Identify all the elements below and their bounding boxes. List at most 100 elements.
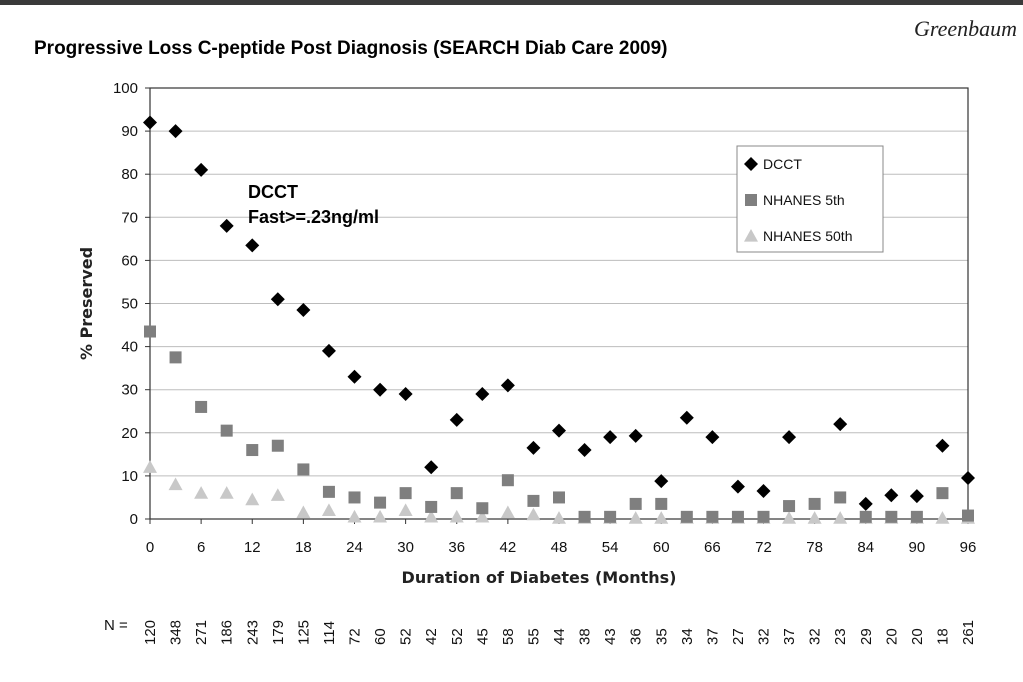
data-point [398,503,413,516]
data-point [500,378,515,393]
data-point [655,497,668,510]
y-tick-label: 20 [121,425,138,442]
x-tick-label: 78 [806,539,823,556]
n-value: 243 [244,620,261,645]
n-value: 52 [398,628,415,645]
n-value: 38 [577,628,594,645]
data-point [552,511,566,524]
legend-label: NHANES 50th [763,228,852,244]
slide-title: Progressive Loss C-peptide Post Diagnosi… [34,38,668,59]
x-tick-label: 54 [602,539,619,556]
y-tick-label: 90 [121,123,138,140]
n-value: 35 [653,628,670,645]
data-point [424,460,439,475]
data-point [526,440,541,455]
data-point [705,430,720,445]
data-point [909,489,924,504]
x-tick-label: 30 [397,539,414,556]
data-point [476,502,489,515]
n-value: 32 [756,628,773,645]
n-value: 52 [449,628,466,645]
data-point [321,343,336,358]
x-axis-ticks: 0 6 12 18 24 30 36 42 48 54 60 66 72 78 84 90 96 [146,519,977,556]
n-value: 43 [602,628,619,645]
annotation-line-2: Fast>=.23ng/ml [248,207,379,227]
data-point [962,509,974,522]
data-point [245,492,260,506]
data-point [143,115,157,130]
legend-marker [744,157,758,171]
data-point [833,417,848,432]
y-tick-label: 10 [121,468,138,485]
y-tick-label: 0 [130,511,138,528]
x-tick-label: 96 [960,539,977,556]
data-point [271,439,284,452]
data-point [961,471,975,486]
data-point [782,430,797,445]
data-point [245,238,260,253]
y-tick-label: 100 [113,80,138,97]
data-point [578,510,591,523]
n-value: 42 [423,628,440,645]
data-point [450,487,463,500]
x-tick-label: 12 [244,539,261,556]
data-point [782,511,797,524]
data-point [322,485,335,498]
x-tick-label: 6 [197,539,205,556]
y-tick-label: 30 [121,382,138,399]
data-point [297,463,310,476]
n-value: 55 [525,628,542,645]
n-value: 20 [909,628,926,645]
data-point [654,511,669,524]
x-tick-label: 84 [857,539,874,556]
data-point [731,510,744,523]
x-tick-label: 18 [295,539,312,556]
data-point [730,479,745,494]
x-tick-label: 24 [346,539,363,556]
data-point [936,487,949,500]
n-value: 37 [781,628,798,645]
data-point [296,505,311,519]
y-tick-label: 70 [121,209,138,226]
data-point [475,387,490,402]
data-point [347,509,362,523]
data-point [321,503,336,516]
data-point [603,430,618,445]
dcct-annotation: DCCT Fast>=.23ng/ml [248,182,379,227]
data-point [373,509,388,523]
data-point [885,510,898,523]
data-point [449,509,464,523]
data-point [757,510,770,523]
n-value: 18 [934,628,951,645]
data-point [808,497,821,510]
data-point [195,400,208,413]
data-point [833,511,848,524]
series-dcct [143,115,975,511]
data-point [527,494,540,507]
x-tick-label: 72 [755,539,772,556]
y-axis-label: % Preserved [77,247,96,360]
x-tick-label: 36 [448,539,465,556]
data-point [399,487,412,500]
y-tick-label: 50 [121,296,138,313]
data-point [270,292,285,307]
data-point [398,387,413,402]
data-point [500,505,515,519]
data-point [168,477,183,491]
legend-box [736,145,884,253]
data-point [679,410,694,425]
data-series [143,115,975,524]
x-tick-label: 0 [146,539,154,556]
data-point [449,412,464,427]
x-axis-label: Duration of Diabetes (Months) [402,568,677,587]
data-point [884,488,899,503]
data-point [246,444,259,457]
data-point [270,488,285,501]
n-value: 261 [960,620,977,645]
data-point [910,510,923,523]
x-tick-label: 66 [704,539,721,556]
n-value: 34 [679,628,696,645]
annotation-line-1: DCCT [248,182,298,202]
n-value: 271 [193,620,210,645]
